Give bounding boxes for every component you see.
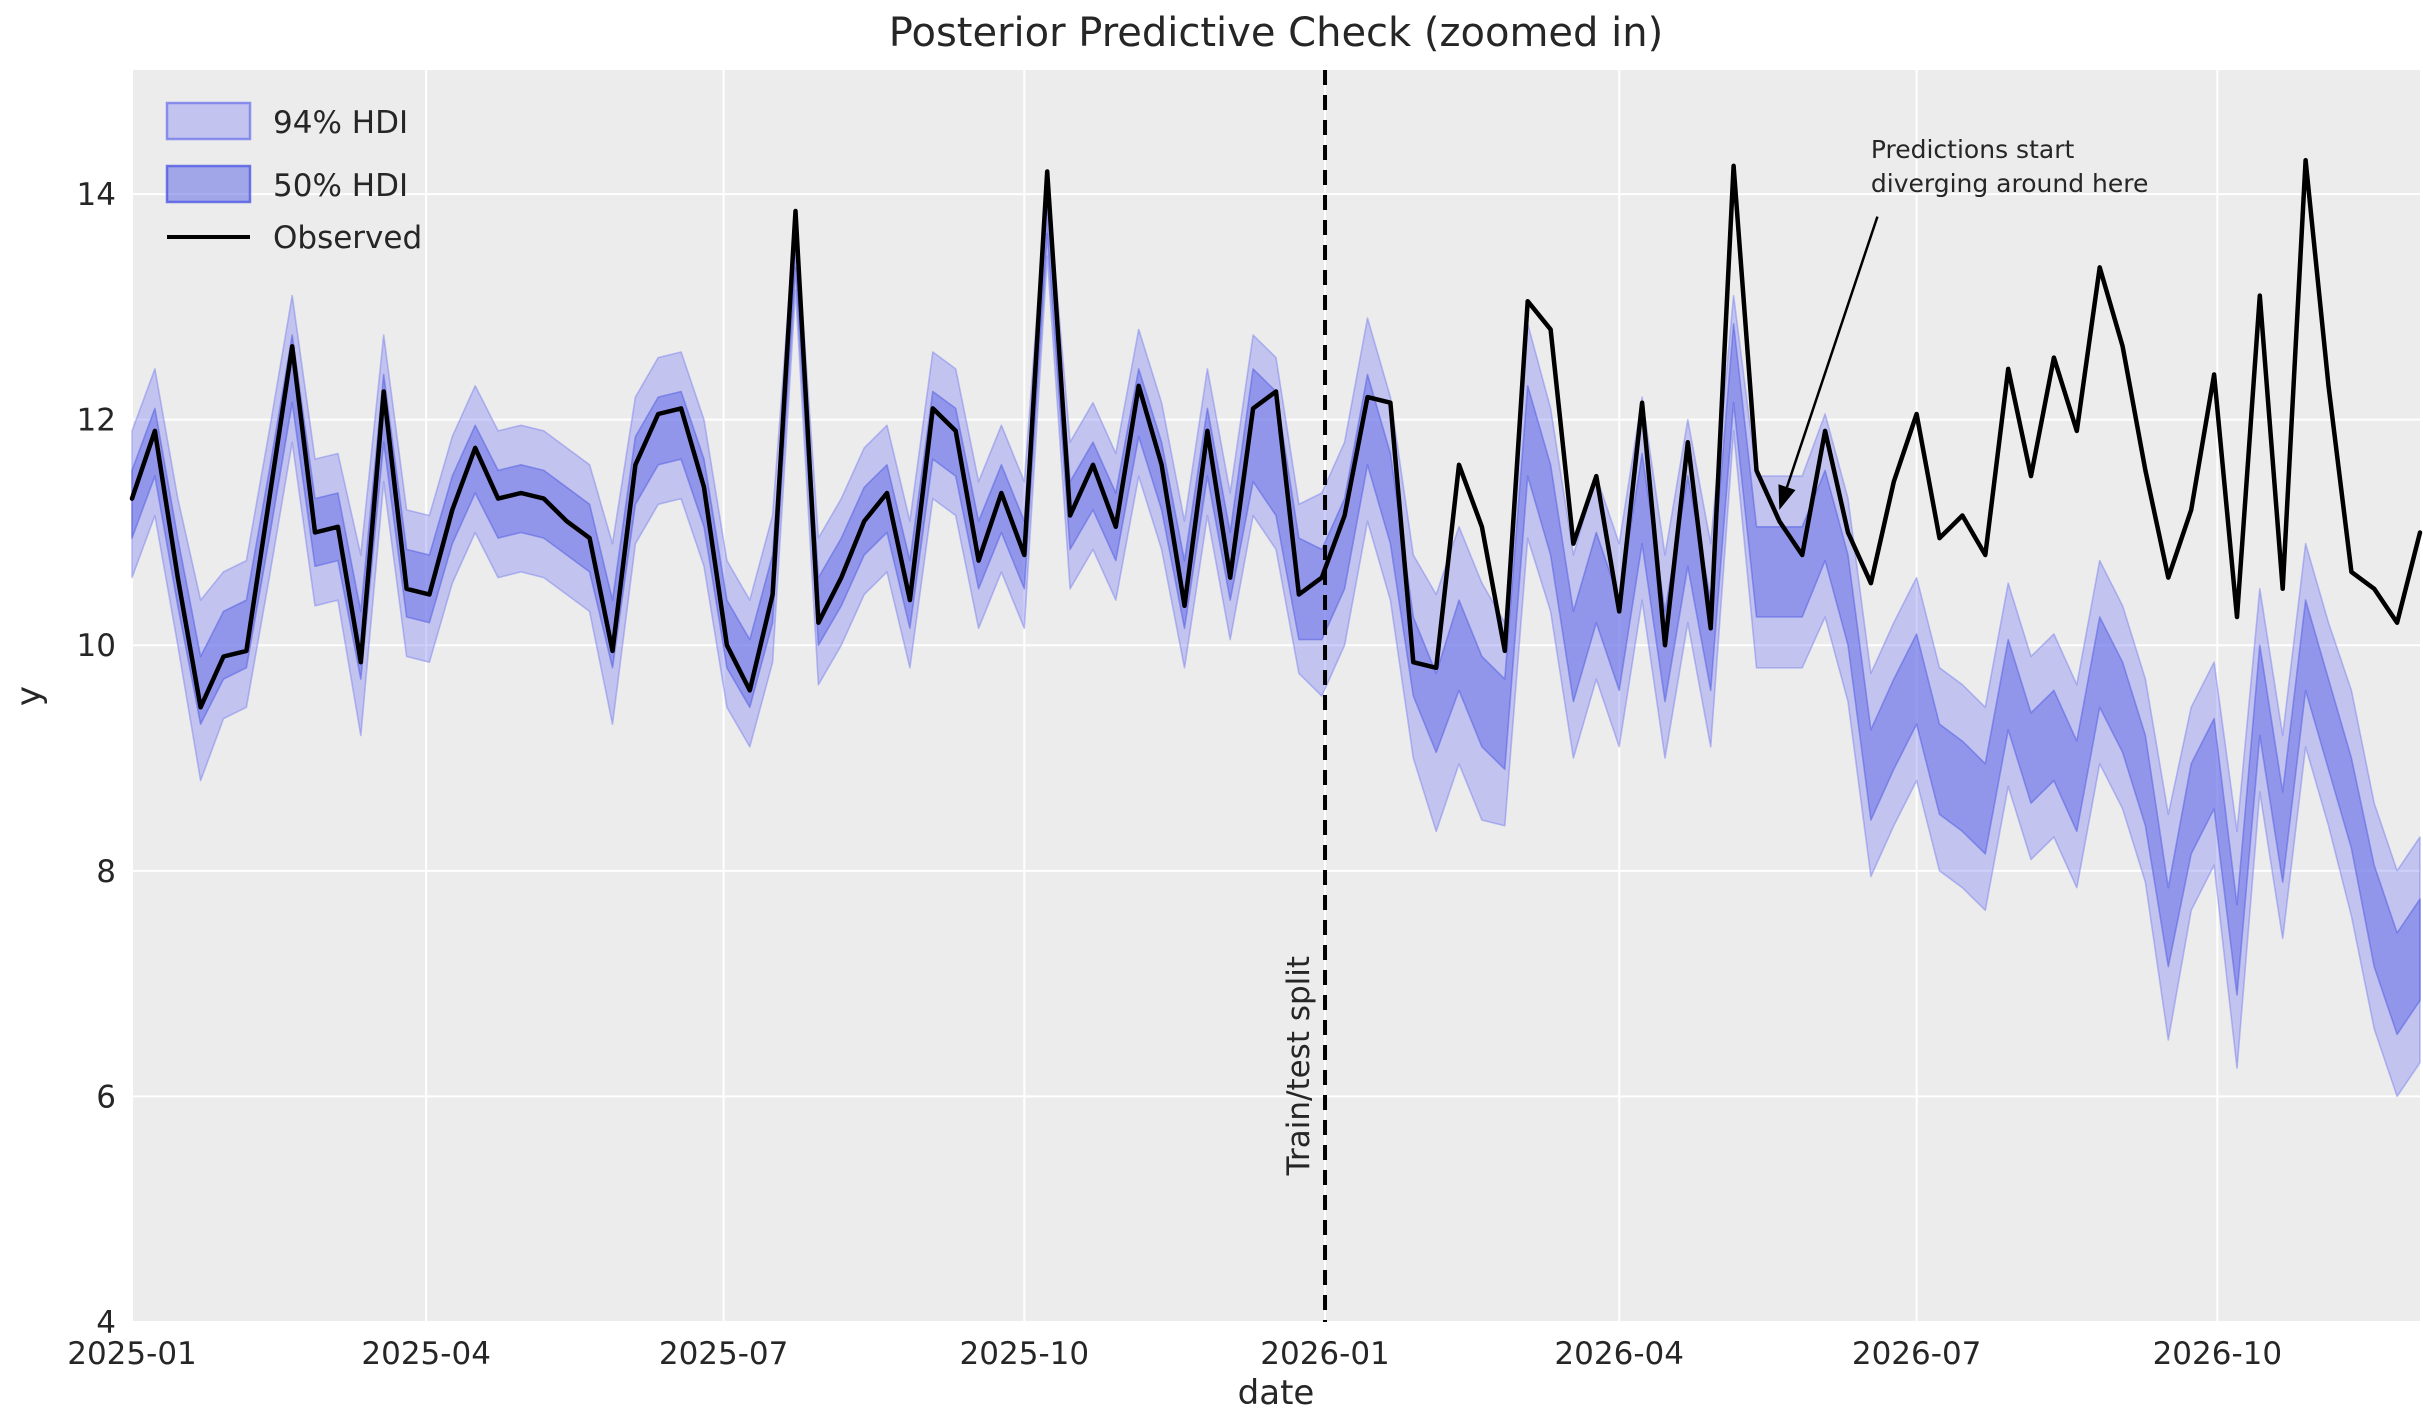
observed-line	[129, 157, 2423, 710]
hdi50-band	[131, 198, 2421, 1036]
annotation-line-1: Predictions start	[1871, 135, 2075, 164]
plot-background	[132, 70, 2420, 1322]
x-tick-label: 2026-07	[1852, 1336, 1982, 1372]
y-tick-label: 6	[96, 1079, 116, 1115]
legend: 94% HDI 50% HDI Observed	[165, 101, 422, 256]
y-tick-label: 14	[77, 177, 116, 213]
legend-label-94-hdi: 94% HDI	[273, 105, 408, 141]
annotation-line-2: diverging around here	[1871, 169, 2148, 198]
y-axis-label: y	[9, 686, 49, 706]
y-tick-label: 10	[77, 628, 116, 664]
hdi94-band	[131, 176, 2421, 1098]
annotation-arrowhead	[1778, 484, 1796, 510]
x-tick-label: 2025-10	[960, 1336, 1090, 1372]
x-tick-label: 2026-10	[2153, 1336, 2283, 1372]
plot-area: 4 6 8 10 12 14 2025-01 2025-04 2025-07 2025-10 202…	[67, 70, 2423, 1372]
x-axis-label: date	[1238, 1373, 1315, 1413]
x-tick-label: 2025-01	[67, 1336, 197, 1372]
x-tick-label: 2026-04	[1554, 1336, 1684, 1372]
y-tick-label: 8	[96, 854, 116, 890]
train-test-split-label: Train/test split	[1281, 956, 1317, 1176]
legend-swatch-50-hdi	[165, 164, 252, 204]
annotation-arrow-line	[1785, 216, 1879, 488]
legend-label-50-hdi: 50% HDI	[273, 168, 408, 204]
x-tick-label: 2026-01	[1260, 1336, 1390, 1372]
x-tick-label: 2025-04	[361, 1336, 491, 1372]
y-tick-label: 4	[96, 1305, 116, 1341]
x-tick-label: 2025-07	[659, 1336, 789, 1372]
chart-title: Posterior Predictive Check (zoomed in)	[889, 10, 1663, 56]
legend-swatch-94-hdi	[165, 101, 252, 141]
legend-label-observed: Observed	[273, 220, 422, 256]
y-tick-label: 12	[77, 403, 116, 439]
